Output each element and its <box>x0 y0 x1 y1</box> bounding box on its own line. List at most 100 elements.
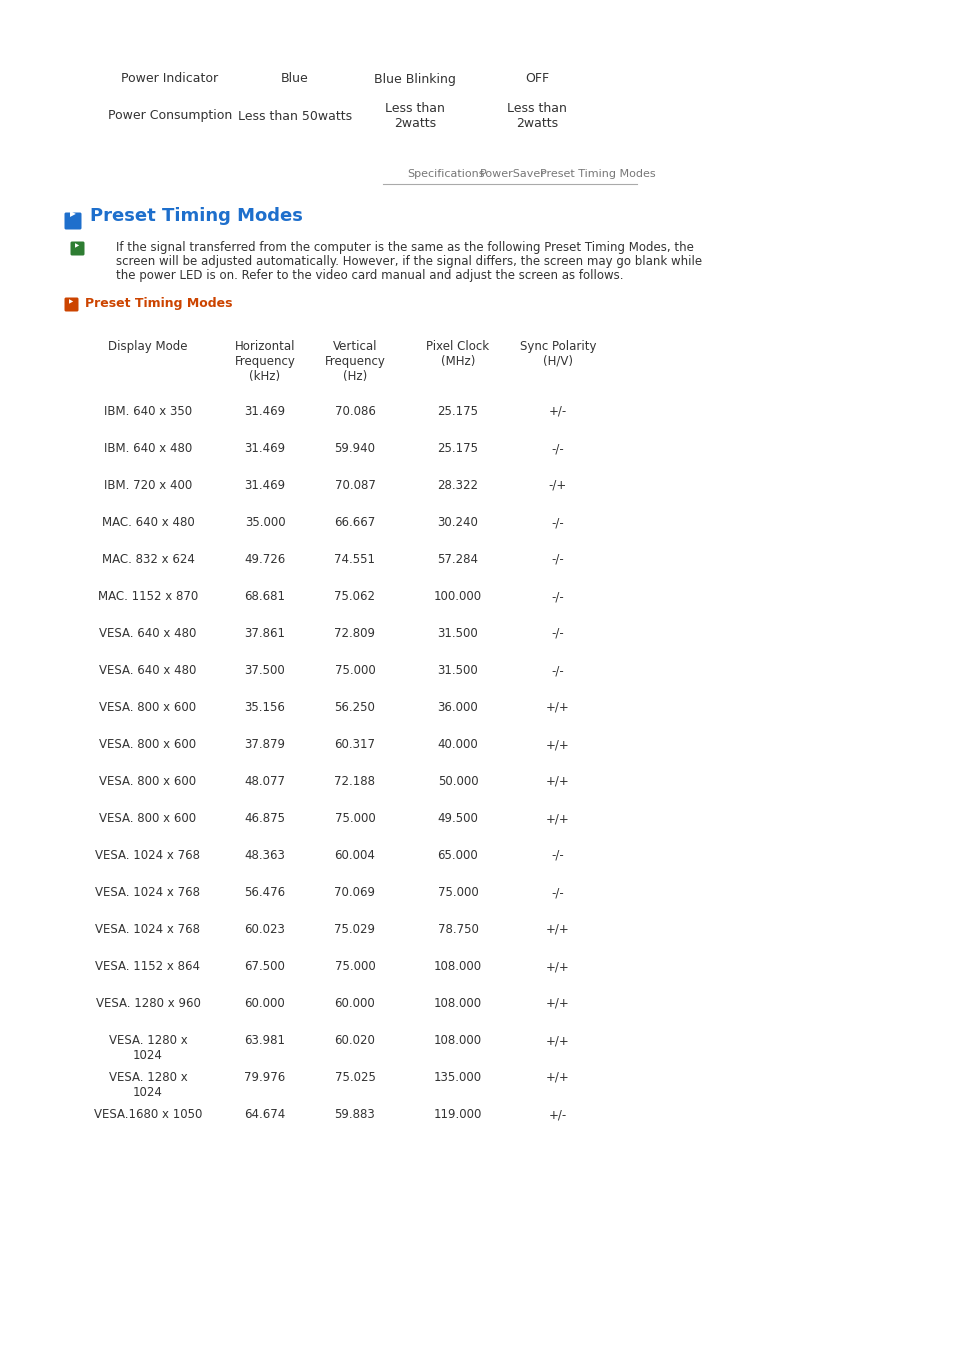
Text: MAC. 1152 x 870: MAC. 1152 x 870 <box>98 590 198 603</box>
Text: +/-: +/- <box>548 405 566 417</box>
Text: VESA. 1024 x 768: VESA. 1024 x 768 <box>95 886 200 898</box>
Text: 68.681: 68.681 <box>244 590 285 603</box>
Text: MAC. 640 x 480: MAC. 640 x 480 <box>102 516 194 530</box>
Text: +/+: +/+ <box>545 701 569 713</box>
Text: VESA. 1280 x
1024: VESA. 1280 x 1024 <box>109 1071 187 1098</box>
Text: 25.175: 25.175 <box>437 442 478 455</box>
Text: 75.000: 75.000 <box>437 886 477 898</box>
Text: -/-: -/- <box>551 886 564 898</box>
Text: 67.500: 67.500 <box>244 961 285 973</box>
Text: 60.317: 60.317 <box>335 738 375 751</box>
Text: Blue: Blue <box>281 73 309 85</box>
Text: +/+: +/+ <box>545 997 569 1011</box>
Text: 60.023: 60.023 <box>244 923 285 936</box>
Text: VESA. 800 x 600: VESA. 800 x 600 <box>99 738 196 751</box>
Text: Less than 50watts: Less than 50watts <box>237 109 352 123</box>
Text: +/+: +/+ <box>545 775 569 788</box>
Text: Preset Timing Modes: Preset Timing Modes <box>85 296 233 309</box>
Text: VESA. 640 x 480: VESA. 640 x 480 <box>99 663 196 677</box>
Text: Power Consumption: Power Consumption <box>108 109 232 123</box>
Text: Blue Blinking: Blue Blinking <box>374 73 456 85</box>
Text: Preset Timing Modes: Preset Timing Modes <box>90 207 302 226</box>
Text: 100.000: 100.000 <box>434 590 481 603</box>
Text: 49.500: 49.500 <box>437 812 478 825</box>
Text: 48.363: 48.363 <box>244 848 285 862</box>
Text: -/-: -/- <box>551 590 564 603</box>
Text: 56.476: 56.476 <box>244 886 285 898</box>
Text: IBM. 720 x 400: IBM. 720 x 400 <box>104 480 192 492</box>
Text: 30.240: 30.240 <box>437 516 478 530</box>
Text: VESA. 1152 x 864: VESA. 1152 x 864 <box>95 961 200 973</box>
Text: +/+: +/+ <box>545 1034 569 1047</box>
Text: 40.000: 40.000 <box>437 738 477 751</box>
Text: screen will be adjusted automatically. However, if the signal differs, the scree: screen will be adjusted automatically. H… <box>116 254 701 267</box>
Text: Power Indicator: Power Indicator <box>121 73 218 85</box>
Text: Less than
2watts: Less than 2watts <box>385 101 444 130</box>
Text: 31.469: 31.469 <box>244 442 285 455</box>
Text: +/-: +/- <box>548 1108 566 1121</box>
Text: VESA. 800 x 600: VESA. 800 x 600 <box>99 812 196 825</box>
Text: ▶: ▶ <box>70 300 73 304</box>
Text: VESA.1680 x 1050: VESA.1680 x 1050 <box>93 1108 202 1121</box>
Text: 25.175: 25.175 <box>437 405 478 417</box>
Text: 75.000: 75.000 <box>335 812 375 825</box>
Text: +/+: +/+ <box>545 738 569 751</box>
Text: -/-: -/- <box>551 553 564 566</box>
Text: 79.976: 79.976 <box>244 1071 285 1084</box>
Text: 70.087: 70.087 <box>335 480 375 492</box>
FancyBboxPatch shape <box>65 297 78 312</box>
Text: 36.000: 36.000 <box>437 701 477 713</box>
Text: 57.284: 57.284 <box>437 553 478 566</box>
Text: 59.940: 59.940 <box>335 442 375 455</box>
Text: 35.156: 35.156 <box>244 701 285 713</box>
Text: 74.551: 74.551 <box>335 553 375 566</box>
Text: Preset Timing Modes: Preset Timing Modes <box>539 169 655 178</box>
Text: VESA. 800 x 600: VESA. 800 x 600 <box>99 775 196 788</box>
Text: VESA. 1280 x 960: VESA. 1280 x 960 <box>95 997 200 1011</box>
Text: 60.000: 60.000 <box>335 997 375 1011</box>
Text: VESA. 1024 x 768: VESA. 1024 x 768 <box>95 923 200 936</box>
Text: 119.000: 119.000 <box>434 1108 481 1121</box>
Text: Sync Polarity
(H/V): Sync Polarity (H/V) <box>519 340 596 367</box>
Text: 65.000: 65.000 <box>437 848 477 862</box>
Text: Horizontal
Frequency
(kHz): Horizontal Frequency (kHz) <box>234 340 295 382</box>
Text: 60.000: 60.000 <box>244 997 285 1011</box>
Text: 72.188: 72.188 <box>335 775 375 788</box>
Text: 60.020: 60.020 <box>335 1034 375 1047</box>
Text: ▶: ▶ <box>70 209 76 219</box>
Text: PowerSaver: PowerSaver <box>479 169 545 178</box>
Text: -/-: -/- <box>551 663 564 677</box>
Text: 75.029: 75.029 <box>335 923 375 936</box>
Text: If the signal transferred from the computer is the same as the following Preset : If the signal transferred from the compu… <box>116 240 693 254</box>
Text: +/+: +/+ <box>545 923 569 936</box>
Text: VESA. 640 x 480: VESA. 640 x 480 <box>99 627 196 640</box>
Text: 70.069: 70.069 <box>335 886 375 898</box>
Text: -/-: -/- <box>551 848 564 862</box>
Text: 31.500: 31.500 <box>437 663 477 677</box>
Text: 63.981: 63.981 <box>244 1034 285 1047</box>
Text: +/+: +/+ <box>545 1071 569 1084</box>
Text: ▶: ▶ <box>75 243 79 249</box>
Text: -/-: -/- <box>551 442 564 455</box>
Text: -/+: -/+ <box>548 480 566 492</box>
FancyBboxPatch shape <box>65 212 81 230</box>
Text: 49.726: 49.726 <box>244 553 285 566</box>
Text: 50.000: 50.000 <box>437 775 477 788</box>
Text: VESA. 1280 x
1024: VESA. 1280 x 1024 <box>109 1034 187 1062</box>
Text: 108.000: 108.000 <box>434 1034 481 1047</box>
Text: 75.000: 75.000 <box>335 663 375 677</box>
Text: 37.861: 37.861 <box>244 627 285 640</box>
Text: -/-: -/- <box>551 516 564 530</box>
Text: IBM. 640 x 480: IBM. 640 x 480 <box>104 442 192 455</box>
Text: IBM. 640 x 350: IBM. 640 x 350 <box>104 405 192 417</box>
Text: 135.000: 135.000 <box>434 1071 481 1084</box>
Text: 64.674: 64.674 <box>244 1108 285 1121</box>
Text: Less than
2watts: Less than 2watts <box>507 101 566 130</box>
Text: Display Mode: Display Mode <box>108 340 188 353</box>
Text: Pixel Clock
(MHz): Pixel Clock (MHz) <box>426 340 489 367</box>
Text: 48.077: 48.077 <box>244 775 285 788</box>
Text: 31.469: 31.469 <box>244 480 285 492</box>
Text: 78.750: 78.750 <box>437 923 478 936</box>
Text: -/-: -/- <box>551 627 564 640</box>
Text: OFF: OFF <box>524 73 549 85</box>
